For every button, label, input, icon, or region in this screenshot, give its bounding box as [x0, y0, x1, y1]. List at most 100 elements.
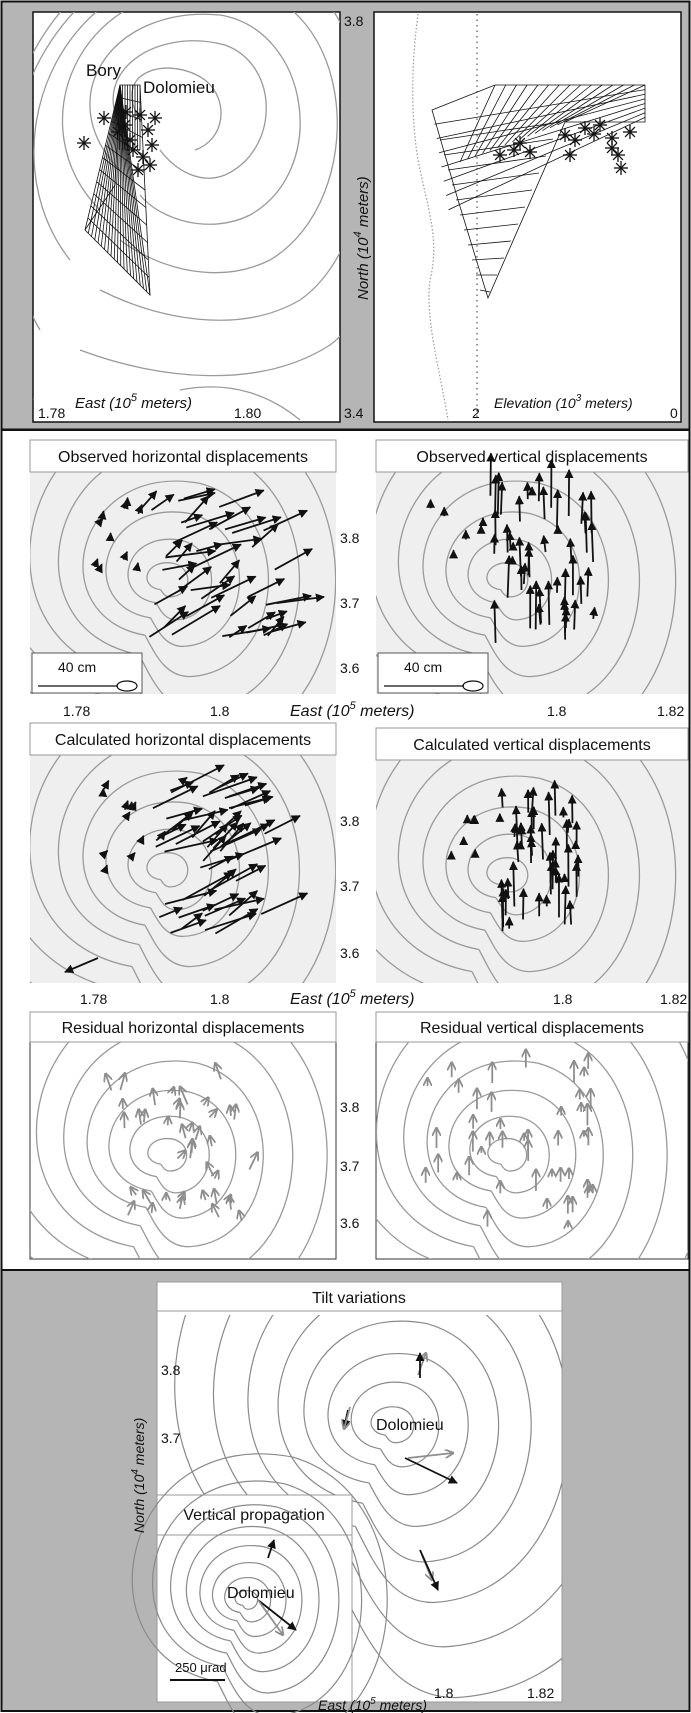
displacement-arrow — [152, 785, 199, 809]
displacement-arrow — [177, 776, 188, 786]
displacement-arrow — [510, 823, 520, 838]
x-tick-obs-2: 1.8 — [210, 703, 230, 719]
x-tick-1: 1.78 — [38, 405, 65, 421]
scale-box-obs-v: 40 cm — [377, 652, 489, 694]
earthquake-marker — [144, 159, 156, 171]
y-tick-top: 3.8 — [344, 13, 364, 29]
displacement-arrow — [180, 513, 204, 524]
mesh-line — [102, 157, 146, 191]
mesh-line — [104, 84, 121, 250]
displacement-arrow — [214, 896, 265, 911]
tilt-x-axis-label: East (105 meters) — [318, 1696, 427, 1713]
x-tick-2: 1.80 — [234, 405, 261, 421]
displacement-arrow — [539, 486, 549, 520]
contours-tilt — [174, 1315, 562, 1699]
contour-line — [467, 538, 553, 621]
displacement-arrow — [177, 1150, 185, 1158]
displacement-arrow — [130, 1187, 136, 1195]
displacement-arrow — [182, 1124, 186, 1139]
displacement-arrow — [490, 599, 500, 643]
mesh-line — [87, 217, 150, 278]
mesh-line — [519, 84, 581, 140]
arrows-calc-h — [64, 764, 309, 973]
tilt-vector — [419, 1549, 439, 1591]
displacement-arrow — [144, 1110, 145, 1123]
displacement-arrow — [181, 912, 203, 930]
displacement-arrow — [264, 815, 301, 835]
tilt-vector — [344, 1406, 351, 1429]
contours-res-h — [30, 1042, 328, 1259]
mesh-line — [504, 84, 560, 146]
panel-residual-vertical: Residual vertical displacements — [375, 1011, 689, 1260]
earthquake-marker — [569, 134, 581, 146]
displacement-arrow — [263, 509, 308, 532]
displacement-arrow — [202, 893, 240, 912]
panel-title-calc-v: Calculated vertical displacements — [413, 737, 650, 754]
mesh-line — [497, 84, 549, 148]
mesh-line — [439, 121, 561, 141]
contour-line — [487, 1138, 528, 1172]
earthquake-marker — [564, 149, 576, 161]
panel-observed-vertical: Observed vertical displacements 40 cm — [375, 439, 689, 694]
displacement-arrow — [119, 550, 128, 562]
displacement-arrow — [210, 1136, 212, 1147]
displacement-arrow — [235, 864, 267, 882]
contour-line — [397, 472, 641, 694]
displacement-arrow — [192, 543, 242, 569]
earthquake-marker — [594, 119, 606, 131]
displacement-arrow — [531, 580, 541, 630]
y-axis-calc: 3.8 3.7 3.6 — [340, 813, 360, 961]
displacement-arrow — [126, 801, 136, 811]
panel-calculated-vertical: Calculated vertical displacements — [375, 727, 689, 983]
arrows-res-h — [106, 1063, 258, 1222]
displacement-arrow — [260, 892, 309, 915]
displacement-arrow — [230, 1105, 231, 1116]
mesh-line — [96, 181, 147, 226]
displacement-arrow — [537, 822, 547, 860]
earthquake-marker — [615, 162, 627, 174]
displacement-arrow — [248, 1152, 257, 1170]
displacement-arrow — [520, 562, 530, 585]
displacement-arrow — [208, 506, 252, 531]
displacement-arrow — [139, 490, 158, 510]
displacement-arrow — [565, 899, 575, 925]
displacement-arrow — [560, 600, 570, 640]
displacement-arrow — [545, 851, 555, 895]
displacement-arrow — [185, 594, 226, 617]
y-tick-obs-3: 3.6 — [340, 660, 360, 676]
displacement-arrow — [208, 774, 240, 794]
displacement-arrow — [219, 535, 263, 546]
earthquake-marker — [98, 112, 110, 124]
displacement-arrow — [162, 560, 198, 571]
x-axis-label-calc: East (105 meters) — [290, 988, 414, 1008]
displacement-arrow — [494, 471, 504, 515]
contour-line — [486, 562, 529, 598]
panel-title-obs-h: Observed horizontal displacements — [58, 449, 308, 466]
cross-section-panel: 2 0 Elevation (103 meters) — [373, 11, 682, 423]
contour-line — [129, 1115, 210, 1194]
mesh-line — [467, 84, 507, 160]
mesh-line — [451, 172, 540, 186]
displacement-arrow — [189, 1123, 193, 1132]
x-tick-calc-2: 1.8 — [210, 991, 230, 1007]
displacement-arrow — [128, 1201, 134, 1216]
contours-obs-h — [30, 472, 336, 694]
earthquake-marker — [137, 151, 149, 163]
displacement-arrow — [228, 624, 248, 638]
displacement-arrow — [150, 493, 175, 511]
mesh-line — [119, 84, 144, 289]
y-tick-bottom: 3.4 — [344, 405, 364, 421]
earthquake-marker — [606, 132, 618, 144]
y-tick-res-2: 3.7 — [340, 1158, 360, 1174]
displacement-arrow — [505, 531, 515, 550]
earthquake-marker — [494, 149, 506, 161]
displacement-arrow — [163, 605, 187, 628]
contour-line — [185, 1525, 320, 1673]
mesh-line — [443, 107, 646, 182]
displacement-arrow — [136, 834, 145, 846]
y-axis-label: North (104 meters) — [352, 176, 372, 300]
y-tick-obs-2: 3.7 — [340, 595, 360, 611]
displacement-arrow — [182, 871, 234, 901]
displacement-arrow — [158, 906, 183, 918]
